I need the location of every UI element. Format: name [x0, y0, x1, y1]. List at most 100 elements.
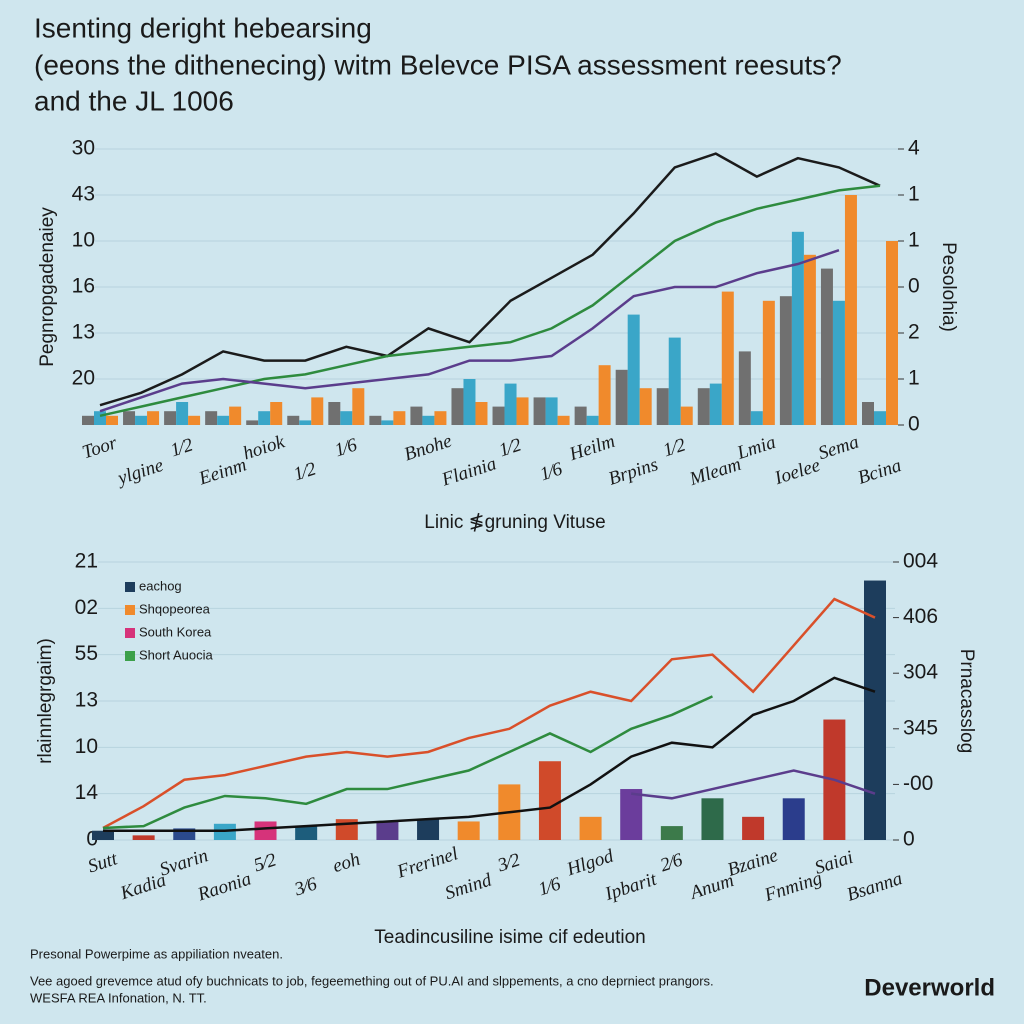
x-tick-label: hoiok: [241, 431, 288, 464]
bar: [94, 411, 106, 425]
bar: [229, 406, 242, 425]
y-tick-label: 13: [75, 689, 98, 712]
y2-tick-label: 1: [908, 229, 920, 252]
x-tick-label: Ioelee: [771, 455, 823, 490]
bar: [381, 420, 394, 425]
x-tick-label: Sutt: [85, 848, 120, 877]
bar: [874, 411, 886, 425]
bar: [287, 415, 300, 425]
x-tick-label: Sema: [816, 432, 862, 465]
bar: [173, 828, 196, 840]
legend-label: Shqopeorea: [139, 601, 211, 616]
x-tick-label: Brpins: [606, 454, 661, 490]
bar: [579, 816, 602, 840]
x-tick-label: Bcina: [855, 455, 904, 489]
x-tick-label: Heilm: [566, 431, 618, 466]
bar: [132, 835, 155, 840]
bar: [620, 789, 643, 840]
x-tick-label: Hlgod: [563, 845, 616, 880]
y2-tick-label: 1: [908, 183, 920, 206]
bar: [844, 195, 857, 425]
bar: [615, 369, 628, 425]
bar: [680, 406, 693, 425]
y-tick-label: 21: [75, 550, 98, 573]
x-tick-label: 1⁄2: [496, 434, 524, 461]
footer-line: Vee agoed grevemce atud ofy buchnicats t…: [30, 973, 714, 988]
bar: [660, 826, 683, 840]
bar: [457, 821, 480, 840]
bar: [393, 411, 406, 425]
bar: [188, 415, 201, 425]
bar: [574, 406, 587, 425]
legend-swatch: [125, 605, 135, 615]
bar: [246, 420, 259, 425]
bar: [311, 397, 324, 425]
y2-tick-label: 0: [903, 828, 915, 851]
x-tick-label: 3⁄6: [291, 873, 320, 900]
x-axis-title: Teadincusiline isime cif edeution: [374, 927, 645, 948]
bar: [516, 397, 529, 425]
bar: [803, 254, 816, 425]
title-line: Isenting deright hebearsing: [34, 12, 372, 43]
legend-swatch: [125, 582, 135, 592]
y2-tick-label: 0: [908, 275, 920, 298]
bar: [762, 300, 775, 425]
x-tick-label: Smind: [442, 869, 494, 904]
x-tick-label: Bsanna: [844, 868, 905, 906]
y-axis-title: rlainnlegrgaim): [35, 638, 56, 764]
bar: [750, 411, 763, 425]
bar: [791, 231, 804, 425]
y-tick-label: 30: [72, 137, 95, 160]
bar: [299, 420, 312, 425]
y2-tick-label: 304: [903, 661, 938, 684]
x-tick-label: 1⁄2: [168, 434, 196, 461]
x-tick-label: Bzaine: [725, 845, 781, 881]
legend-swatch: [125, 628, 135, 638]
y-tick-label: 55: [75, 642, 98, 665]
bar: [533, 397, 546, 425]
bar: [742, 816, 765, 840]
x-tick-label: 1⁄6: [537, 458, 565, 485]
footer-line: WESFA REA Infonation, N. TT.: [30, 990, 207, 1005]
title-line: and the JL 1006: [34, 85, 234, 116]
legend-label: eachog: [139, 578, 182, 593]
bar: [886, 241, 898, 425]
y-tick-label: 20: [72, 367, 95, 390]
bar: [258, 411, 271, 425]
x-tick-label: Frerinel: [394, 843, 461, 883]
bar: [782, 798, 805, 840]
legend-label: Short Auocia: [139, 647, 213, 662]
bar: [701, 798, 724, 840]
line: [99, 152, 881, 407]
bar: [422, 415, 435, 425]
y2-axis-title: Pesolohia): [938, 242, 959, 332]
line: [99, 184, 881, 418]
bar: [295, 826, 318, 840]
bar: [586, 415, 599, 425]
y2-tick-label: 0: [908, 413, 920, 436]
line: [102, 597, 876, 830]
bar: [376, 821, 399, 840]
x-tick-label: 1⁄2: [291, 458, 319, 485]
bar: [864, 580, 886, 840]
line: [102, 695, 713, 830]
bar: [135, 415, 148, 425]
legend-label: South Korea: [139, 624, 212, 639]
y2-axis-title: Prnacasslog: [956, 649, 977, 754]
bar: [656, 388, 669, 425]
line: [103, 676, 876, 832]
bar: [738, 351, 751, 425]
y2-tick-label: 004: [903, 550, 938, 573]
x-tick-label: Saiai: [812, 847, 856, 879]
x-tick-label: 5⁄2: [251, 849, 279, 876]
bar: [417, 819, 440, 840]
bar: [106, 415, 118, 425]
bar: [697, 388, 710, 425]
bar: [779, 296, 792, 425]
x-tick-label: Eeinm: [196, 454, 250, 489]
bar: [820, 268, 833, 425]
bar: [639, 388, 652, 425]
bar: [862, 402, 874, 425]
x-tick-label: Bnohe: [402, 430, 455, 465]
